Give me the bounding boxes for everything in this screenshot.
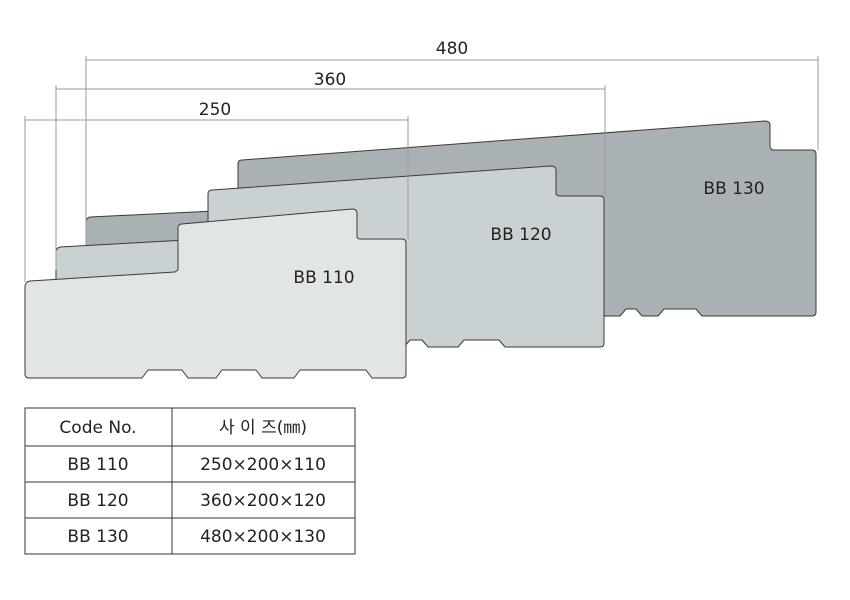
table-border bbox=[24, 407, 356, 555]
table-cell: 360×200×120 bbox=[200, 491, 326, 511]
table-header: 사 이 즈(㎜) bbox=[219, 418, 307, 438]
dimension-360 bbox=[55, 85, 606, 270]
table-cell: 480×200×130 bbox=[200, 527, 326, 547]
dimension-480 bbox=[85, 56, 819, 245]
dimension-label: 480 bbox=[436, 39, 468, 59]
profile-label: BB 110 bbox=[293, 268, 354, 288]
dimension-lines bbox=[24, 56, 819, 282]
table-cell: BB 130 bbox=[67, 527, 128, 547]
profile-label: BB 120 bbox=[490, 225, 551, 245]
dimension-250 bbox=[24, 116, 409, 282]
table-grid bbox=[25, 408, 355, 554]
profile-bb110 bbox=[24, 208, 407, 379]
table-cell: 250×200×110 bbox=[200, 455, 326, 475]
table-header: Code No. bbox=[59, 418, 136, 438]
profile-label: BB 130 bbox=[703, 179, 764, 199]
table-cell: BB 110 bbox=[67, 455, 128, 475]
dimension-label: 360 bbox=[314, 70, 346, 90]
table-cell: BB 120 bbox=[67, 491, 128, 511]
table bbox=[24, 407, 356, 555]
dimension-label: 250 bbox=[199, 100, 231, 120]
